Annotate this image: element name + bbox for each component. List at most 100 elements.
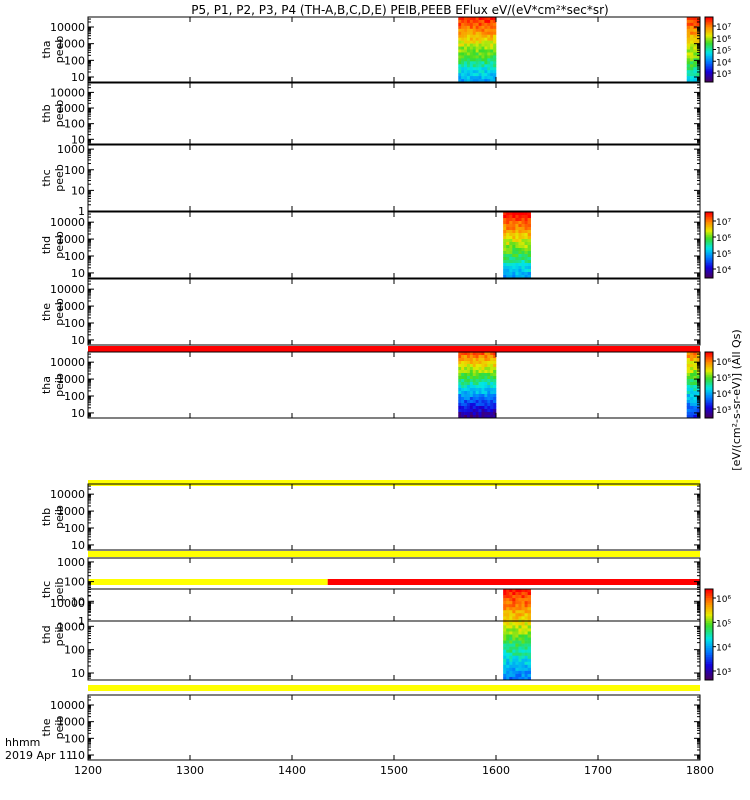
spectrogram-cell <box>493 409 497 413</box>
colorbar-step <box>705 246 713 249</box>
panel-label-probe: tha <box>40 376 53 394</box>
spectrogram-cell <box>693 358 697 362</box>
colorbar-step <box>705 664 713 667</box>
spectrogram-cell <box>521 646 525 650</box>
spectrogram-cell <box>464 17 468 21</box>
spectrogram-cell <box>521 239 525 243</box>
spectrogram-cell <box>696 46 701 50</box>
spectrogram-cell <box>481 355 485 359</box>
spectrogram-cell <box>686 79 691 83</box>
spectrogram-cell <box>475 352 479 356</box>
spectrogram-cell <box>690 43 694 47</box>
spectrogram-cell <box>490 40 494 44</box>
spectrogram-cell <box>512 622 516 626</box>
spectrogram-cell <box>509 227 513 231</box>
spectrogram-cell <box>506 257 510 261</box>
spectrogram-cell <box>490 64 494 68</box>
spectrogram-cell <box>475 49 479 53</box>
colorbar-step <box>705 604 713 608</box>
spectrogram-cell <box>696 376 701 380</box>
colorbar-step <box>705 236 713 239</box>
spectrogram-cell <box>493 19 497 24</box>
spectrogram-cell <box>461 22 465 27</box>
spectrogram-cell <box>472 25 476 30</box>
spectrogram-block <box>458 17 497 83</box>
panel-the-peib: 10 100 1000 10000 the peib <box>40 694 701 762</box>
spectrogram-cell <box>490 415 494 419</box>
spectrogram-cell <box>524 248 528 252</box>
spectrogram-cell <box>464 73 468 77</box>
spectrogram-cell <box>503 607 507 611</box>
panel-label-product: peib <box>53 578 66 602</box>
spectrogram-cell <box>487 406 491 410</box>
spectrogram-cell <box>472 52 476 56</box>
spectrogram-cell <box>503 673 507 678</box>
spectrogram-cell <box>484 37 488 41</box>
spectrogram-cell <box>469 370 474 374</box>
colorbar-step <box>705 256 713 259</box>
spectrogram-cell <box>503 224 507 228</box>
y-tick-label: 10 <box>71 407 85 420</box>
spectrogram-cell <box>515 221 519 225</box>
colorbar-step <box>705 361 713 364</box>
spectrogram-cell <box>461 394 465 398</box>
status-bar-segment <box>88 551 700 557</box>
spectrogram-cell <box>478 25 482 30</box>
y-tick-label: 100 <box>64 576 85 589</box>
spectrogram-cell <box>527 254 531 258</box>
spectrogram-cell <box>472 397 476 401</box>
spectrogram-cell <box>493 31 497 36</box>
spectrogram-cell <box>527 224 531 228</box>
spectrogram-cell <box>524 224 528 228</box>
spectrogram-cell <box>515 242 519 246</box>
colorbar-step <box>705 383 713 386</box>
spectrogram-cell <box>524 592 528 596</box>
spectrogram-cell <box>469 55 474 59</box>
spectrogram-cell <box>515 266 519 270</box>
spectrogram-cell <box>464 415 468 419</box>
colorbar-step <box>705 54 713 57</box>
colorbar-step <box>705 276 713 279</box>
spectrogram-cell <box>487 19 491 24</box>
spectrogram-cell <box>464 382 468 386</box>
colorbar-step <box>705 264 713 267</box>
spectrogram-cell <box>515 673 519 678</box>
status-bar <box>88 685 700 691</box>
spectrogram-cell <box>472 382 476 386</box>
y-tick-label: 1000 <box>57 233 85 246</box>
spectrogram-cell <box>503 272 507 276</box>
colorbar-tick-label: 10⁴ <box>716 644 731 654</box>
colorbar-step <box>705 233 713 236</box>
colorbar-step <box>705 251 713 254</box>
spectrogram-cell <box>527 634 531 638</box>
spectrogram-cell <box>472 76 476 80</box>
spectrogram-cell <box>690 64 694 68</box>
spectrogram-cell <box>690 373 694 377</box>
spectrogram-cell <box>461 415 465 419</box>
y-tick-label: 1000 <box>57 300 85 313</box>
spectrogram-cell <box>493 379 497 383</box>
spectrogram-cell <box>490 352 494 356</box>
colorbar-tick-label: 10⁴ <box>716 390 731 400</box>
spectrogram-cell <box>686 412 691 416</box>
spectrogram-cell <box>521 215 525 219</box>
spectrogram-cell <box>503 640 507 644</box>
colorbar-step <box>705 358 713 361</box>
spectrogram-cell <box>464 34 468 38</box>
spectrogram-cell <box>503 667 507 672</box>
spectrogram-cell <box>481 358 485 362</box>
spectrogram-cell <box>484 46 488 50</box>
spectrogram-cell <box>469 52 474 56</box>
spectrogram-cell <box>524 245 528 249</box>
spectrogram-cell <box>466 358 471 362</box>
spectrogram-cell <box>527 610 531 614</box>
spectrogram-cell <box>472 19 476 24</box>
spectrogram-cell <box>503 254 507 258</box>
spectrogram-cell <box>521 257 525 261</box>
spectrogram-cell <box>464 391 468 395</box>
spectrogram-cell <box>490 76 494 80</box>
spectrogram-cell <box>509 269 513 273</box>
spectrogram-cell <box>478 385 482 389</box>
spectrogram-cell <box>515 248 519 252</box>
spectrogram-cell <box>469 67 474 71</box>
